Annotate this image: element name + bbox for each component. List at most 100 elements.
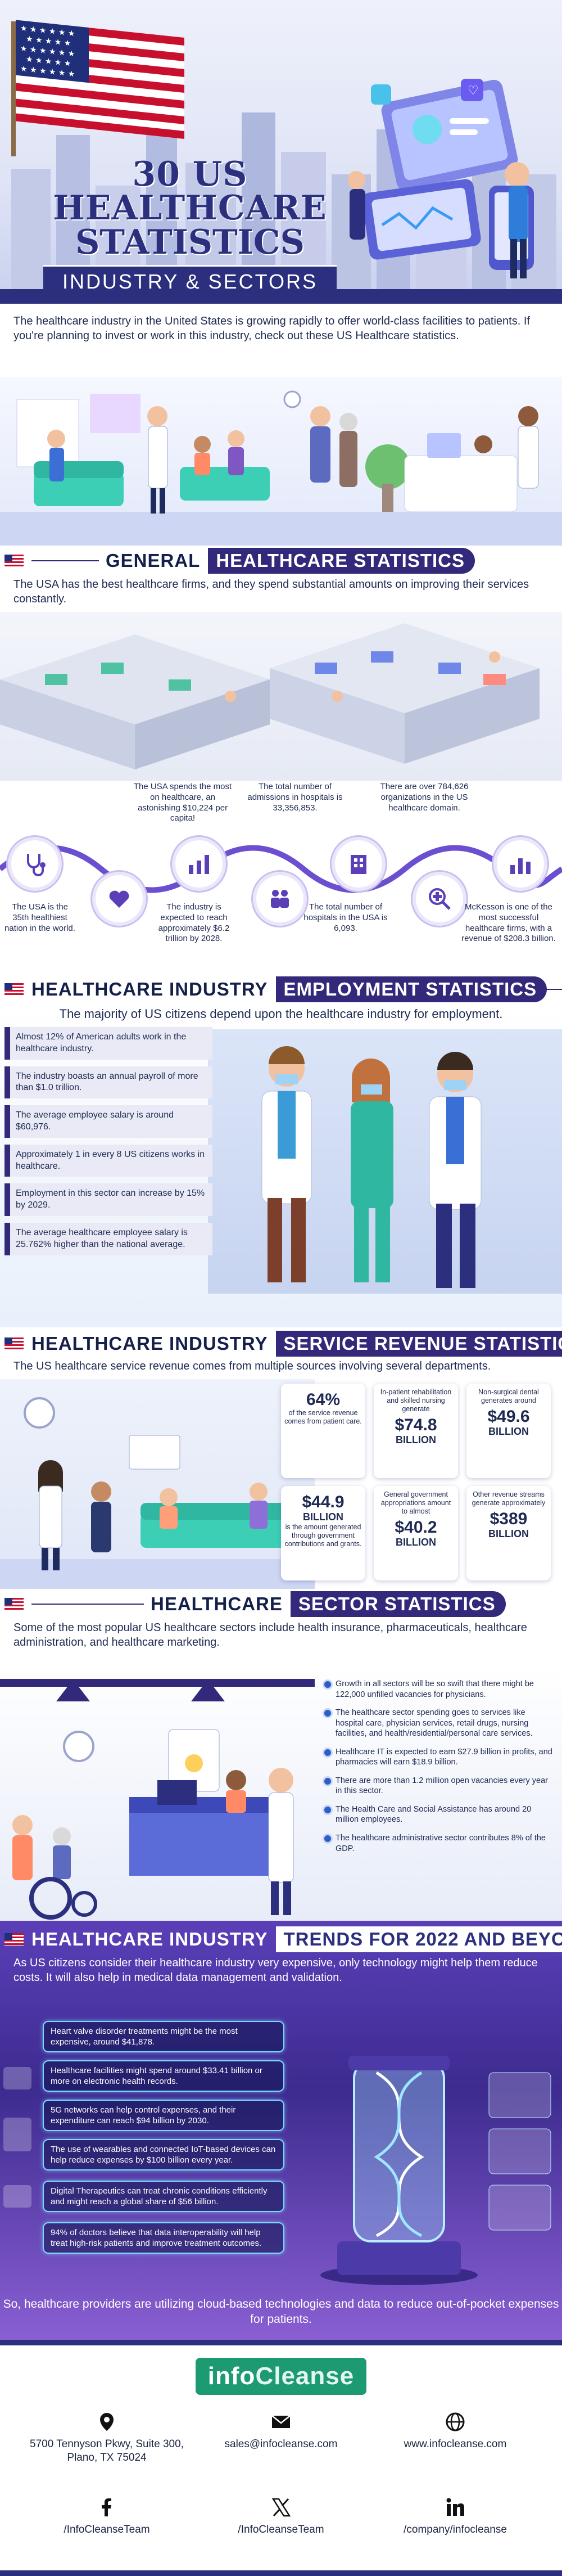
general-bottom-stat-1: The USA is the 35th healthiest nation in… <box>4 902 75 933</box>
infocleanse-logo[interactable]: info Cleanse <box>196 2358 366 2395</box>
revenue-card-value: $389 <box>490 1510 528 1528</box>
us-flag-icon <box>4 983 24 996</box>
revenue-card: $44.9 BILLION is the amount generated th… <box>281 1486 365 1580</box>
envelope-icon <box>271 2415 291 2428</box>
trends-section: HEALTHCARE INDUSTRY TRENDS FOR 2022 AND … <box>0 1921 562 2340</box>
revenue-card-value: $40.2 <box>395 1518 437 1537</box>
medical-devices-illustration: ♡ <box>348 79 534 278</box>
employment-list: Almost 12% of American adults work in th… <box>4 1027 212 1262</box>
hero-title-line2: STATISTICS <box>75 223 305 262</box>
general-bottom-stat-2: The industry is expected to reach approx… <box>158 902 230 944</box>
waiting-room-illustration <box>0 1379 315 1589</box>
us-flag-icon <box>4 555 24 567</box>
us-flag-icon <box>4 1337 24 1350</box>
revenue-card-caption-before: In-patient rehabilitation and skilled nu… <box>380 1388 452 1413</box>
linkedin-icon <box>446 2498 464 2516</box>
us-flag-icon <box>4 1933 24 1945</box>
employment-item: The average employee salary is around $6… <box>4 1105 212 1138</box>
trends-footer-text: So, healthcare providers are utilizing c… <box>3 2297 559 2326</box>
employment-heading-dark: HEALTHCARE INDUSTRY <box>31 979 268 999</box>
hospital-lobby-illustration <box>0 377 562 546</box>
revenue-card-value: $74.8 <box>395 1416 437 1434</box>
linkedin-block[interactable]: /company/infocleanse <box>371 2497 540 2537</box>
hero-section: ★ ★ ★ ★ ★ ★ ★ ★ ★ ★ ★ ★ ★ ★ ★ ★ ★ ★ ★ ★ … <box>0 0 562 304</box>
sector-heading: HEALTHCARE SECTOR STATISTICS <box>0 1589 562 1619</box>
service-heading: HEALTHCARE INDUSTRY SERVICE REVENUE STAT… <box>0 1328 562 1359</box>
employment-item: Approximately 1 in every 8 US citizens w… <box>4 1144 212 1177</box>
logo-text-part1: info <box>207 2362 256 2390</box>
service-heading-pill: SERVICE REVENUE STATISTICS <box>275 1331 562 1357</box>
facebook-icon <box>102 2498 111 2516</box>
revenue-card: Non-surgical dental generates around $49… <box>466 1384 551 1478</box>
intro-section: The healthcare industry in the United St… <box>0 304 562 546</box>
trends-heading-pill: TRENDS FOR 2022 AND BEYOND <box>275 1926 562 1952</box>
revenue-card-value: $44.9 <box>302 1493 345 1511</box>
revenue-card: 64% of the service revenue comes from pa… <box>281 1384 365 1478</box>
sector-bullet: Growth in all sectors will be so swift t… <box>323 1679 554 1700</box>
revenue-card-caption-before: Other revenue streams generate approxima… <box>472 1490 546 1507</box>
sector-bullet: There are more than 1.2 million open vac… <box>323 1776 554 1796</box>
hospital-search-circle <box>413 872 466 926</box>
sector-subtitle: Some of the most popular US healthcare s… <box>13 1622 527 1649</box>
sector-bullet: The healthcare administrative sector con… <box>323 1833 554 1854</box>
revenue-card-unit: BILLION <box>488 1426 529 1437</box>
revenue-card-value: 64% <box>306 1390 341 1409</box>
sector-bullet: Healthcare IT is expected to earn $27.9 … <box>323 1747 554 1768</box>
money-circle <box>172 837 226 891</box>
trends-heading: HEALTHCARE INDUSTRY TRENDS FOR 2022 AND … <box>0 1924 562 1954</box>
money-chart-icon <box>189 855 209 874</box>
side-decor-illustration <box>3 2067 31 2208</box>
address-block: 5700 Tennyson Pkwy, Suite 300, Plano, TX… <box>22 2412 191 2465</box>
service-subtitle: The US healthcare service revenue comes … <box>13 1360 491 1372</box>
intro-text: The healthcare industry in the United St… <box>13 315 530 343</box>
revenue-card-unit: BILLION <box>488 1528 529 1539</box>
employment-subtitle: The majority of US citizens depend upon … <box>59 1007 503 1021</box>
service-heading-dark: HEALTHCARE INDUSTRY <box>31 1333 268 1354</box>
revenue-card-caption-before: Non-surgical dental generates around <box>478 1388 539 1404</box>
location-pin-icon <box>100 2413 114 2431</box>
revenue-card-value: $49.6 <box>487 1407 530 1426</box>
trend-box: Healthcare facilities might spend around… <box>43 2060 284 2092</box>
revenue-card: Other revenue streams generate approxima… <box>466 1486 551 1580</box>
sector-bullet: The Health Care and Social Assistance ha… <box>323 1804 554 1825</box>
patients-icon <box>271 890 289 908</box>
sector-heading-pill: SECTOR STATISTICS <box>290 1591 506 1617</box>
employment-item: The industry boasts an annual payroll of… <box>4 1066 212 1099</box>
bar-chart-icon <box>510 858 531 874</box>
trend-box: Heart valve disorder treatments might be… <box>43 2021 284 2053</box>
footer-bottom-bar <box>0 2570 562 2576</box>
facebook-link[interactable]: /InfoCleanseTeam <box>64 2524 150 2536</box>
general-top-stat-1: The USA spends the most on healthcare, a… <box>133 782 232 823</box>
sector-bullet-list: Growth in all sectors will be so swift t… <box>323 1679 554 1862</box>
revenue-card-caption-after: of the service revenue comes from patien… <box>284 1409 362 1425</box>
globe-icon <box>446 2412 465 2431</box>
twitter-block[interactable]: /InfoCleanseTeam <box>197 2497 365 2537</box>
hospital-bed-circle <box>253 872 307 926</box>
website-block[interactable]: www.infocleanse.com <box>371 2412 540 2451</box>
trend-box: 94% of doctors believe that data interop… <box>43 2222 284 2254</box>
x-twitter-icon <box>271 2498 291 2517</box>
email-block[interactable]: sales@infocleanse.com <box>197 2412 365 2451</box>
address-text: 5700 Tennyson Pkwy, Suite 300, Plano, TX… <box>30 2438 184 2464</box>
linkedin-link[interactable]: /company/infocleanse <box>404 2524 507 2536</box>
revenue-card-caption-after: is the amount generated through governme… <box>284 1523 362 1548</box>
employment-section: HEALTHCARE INDUSTRY EMPLOYMENT STATISTIC… <box>0 973 562 1327</box>
logo-text-part2: Cleanse <box>255 2362 355 2390</box>
twitter-link[interactable]: /InfoCleanseTeam <box>238 2524 324 2536</box>
employment-heading: HEALTHCARE INDUSTRY EMPLOYMENT STATISTIC… <box>0 974 562 1005</box>
email-link[interactable]: sales@infocleanse.com <box>224 2438 338 2450</box>
revenue-card-unit: BILLION <box>396 1434 436 1445</box>
building-circle <box>332 837 386 891</box>
footer-section: info Cleanse 5700 Tennyson Pkwy, Suite 30… <box>0 2340 562 2576</box>
employment-heading-pill: EMPLOYMENT STATISTICS <box>275 976 547 1002</box>
reception-illustration <box>0 1679 315 1920</box>
facebook-block[interactable]: /InfoCleanseTeam <box>22 2497 191 2537</box>
dna-lab-tube-illustration <box>320 2056 478 2285</box>
general-top-stat-3: There are over 784,626 organizations in … <box>380 782 469 813</box>
revenue-card: General government appropriations amount… <box>374 1486 458 1580</box>
website-link[interactable]: www.infocleanse.com <box>404 2438 507 2450</box>
sector-section: HEALTHCARE SECTOR STATISTICS Some of the… <box>0 1589 562 1921</box>
svg-text:♡: ♡ <box>468 84 479 98</box>
hero-bottom-bar <box>0 289 562 304</box>
general-stats-section: GENERAL HEALTHCARE STATISTICS The USA ha… <box>0 546 562 973</box>
